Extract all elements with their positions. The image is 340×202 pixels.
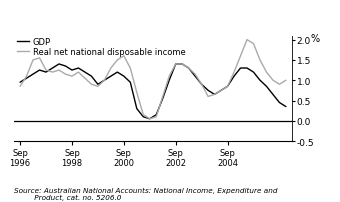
Y-axis label: %: % <box>310 34 319 44</box>
Legend: GDP, Real net national disposable income: GDP, Real net national disposable income <box>14 34 189 60</box>
Text: Source: Australian National Accounts: National Income, Expenditure and
         : Source: Australian National Accounts: Na… <box>14 187 277 200</box>
